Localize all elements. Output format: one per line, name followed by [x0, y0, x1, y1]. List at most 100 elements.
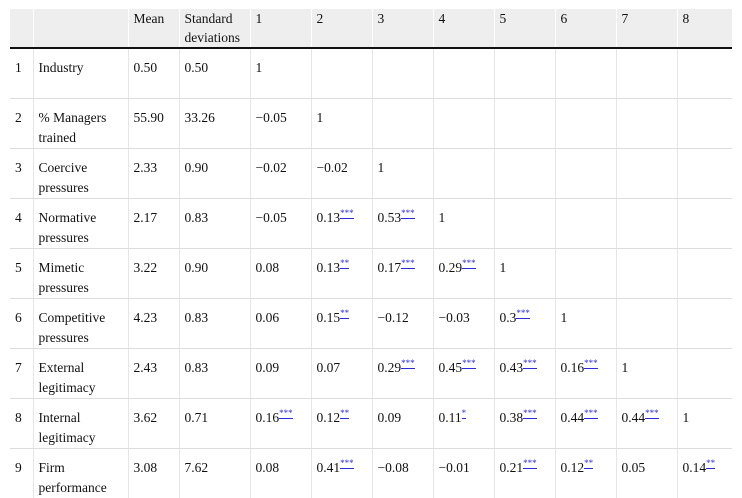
header-row: Mean Standard deviations 1 2 3 4 5 6 7 8 — [10, 9, 732, 49]
significance-link[interactable]: *** — [340, 208, 354, 219]
significance-link[interactable]: *** — [645, 408, 659, 419]
correlation-value: 0.09 — [255, 359, 280, 375]
correlation-value: 0.16 — [255, 409, 280, 425]
table-row: 5 Mimetic pressures 3.22 0.90 0.08 0.13** 0.17… — [10, 248, 732, 299]
correlation-value-wrap: −0.05 — [256, 210, 287, 225]
correlation-cell: −0.02 — [250, 148, 312, 199]
correlation-value-wrap: 0.38*** — [500, 408, 537, 425]
significance-link[interactable]: ** — [340, 408, 350, 419]
correlation-cell — [677, 298, 732, 349]
significance-link[interactable]: *** — [462, 358, 476, 369]
significance-link[interactable]: *** — [584, 408, 598, 419]
correlation-value-wrap: −0.03 — [439, 310, 470, 325]
row-number: 1 — [10, 48, 34, 99]
correlation-value-wrap: 0.12** — [317, 408, 350, 425]
correlation-value-wrap: 0.21*** — [499, 458, 537, 475]
row-number: 9 — [10, 448, 34, 498]
correlation-value: 1 — [560, 309, 568, 325]
correlation-value: 0.53 — [377, 209, 402, 225]
correlation-cell: 1 — [372, 148, 434, 199]
correlation-cell: 0.14** — [677, 448, 732, 498]
correlation-value-wrap: 0.14** — [683, 458, 716, 475]
correlation-cell: 0.12** — [311, 398, 373, 449]
correlation-cell: 0.41*** — [311, 448, 373, 498]
correlation-cell: −0.01 — [433, 448, 495, 498]
significance-link[interactable]: *** — [584, 358, 598, 369]
correlation-cell — [677, 248, 732, 299]
row-mean: 3.08 — [128, 448, 180, 498]
significance-link[interactable]: *** — [279, 408, 293, 419]
significance-link[interactable]: *** — [523, 358, 537, 369]
correlation-value: 0.05 — [621, 459, 646, 475]
table-body: 1 Industry 0.50 0.50 1 2% Managers trained 55.… — [10, 48, 732, 498]
correlation-value: −0.03 — [438, 309, 470, 325]
correlation-value-wrap: 1 — [378, 160, 385, 175]
correlation-value-wrap: 0.29*** — [439, 258, 476, 275]
correlation-cell: 0.09 — [372, 398, 434, 449]
correlation-cell: 1 — [555, 298, 617, 349]
correlation-cell — [555, 148, 617, 199]
correlation-cell — [433, 98, 495, 149]
table-row: 3 Coercive pressures 2.33 0.90 −0.02 −0.02 1 — [10, 148, 732, 199]
row-standard-deviation: 0.83 — [179, 298, 251, 349]
table-row: 2% Managers trained 55.90 33.26 −0.05 1 — [10, 98, 732, 149]
correlation-cell — [677, 148, 732, 199]
significance-link[interactable]: *** — [401, 258, 415, 269]
correlation-value-wrap: 1 — [439, 210, 446, 225]
row-standard-deviation: 0.50 — [179, 48, 251, 99]
correlation-cell — [616, 298, 678, 349]
correlation-cell: 1 — [433, 198, 495, 249]
header-col-3: 3 — [372, 9, 434, 49]
correlation-cell: 0.07 — [311, 348, 373, 399]
correlation-value: 0.09 — [377, 409, 402, 425]
significance-link[interactable]: *** — [401, 358, 415, 369]
header-col-2: 2 — [311, 9, 373, 49]
correlation-cell — [616, 248, 678, 299]
correlation-value-wrap: 0.07 — [317, 360, 341, 375]
significance-link[interactable]: *** — [401, 208, 415, 219]
correlation-value: 0.17 — [377, 259, 402, 275]
significance-link[interactable]: ** — [706, 458, 716, 469]
correlation-cell: 0.17*** — [372, 248, 434, 299]
correlation-cell — [677, 348, 732, 399]
significance-link[interactable]: * — [461, 408, 467, 419]
correlation-cell: 0.06 — [250, 298, 312, 349]
significance-link[interactable]: ** — [584, 458, 594, 469]
correlation-cell: 1 — [250, 48, 312, 99]
correlation-value: 0.3 — [499, 309, 517, 325]
correlation-cell: 1 — [616, 348, 678, 399]
correlation-value: 0.44 — [621, 409, 646, 425]
header-col-6: 6 — [555, 9, 617, 49]
correlation-value: 1 — [316, 109, 324, 125]
correlation-value: 0.41 — [316, 459, 341, 475]
correlation-cell: 0.05 — [616, 448, 678, 498]
row-standard-deviation: 0.83 — [179, 198, 251, 249]
correlation-cell: −0.05 — [250, 198, 312, 249]
significance-link[interactable]: *** — [523, 458, 537, 469]
significance-link[interactable]: *** — [516, 308, 530, 319]
row-number: 8 — [10, 398, 34, 449]
correlation-value-wrap: 1 — [683, 410, 690, 425]
row-variable-label: Normative pressures — [33, 198, 129, 249]
correlation-value-wrap: 0.09 — [256, 360, 280, 375]
correlation-cell: 0.3*** — [494, 298, 556, 349]
row-mean: 3.62 — [128, 398, 180, 449]
header-col-7: 7 — [616, 9, 678, 49]
correlation-cell — [555, 98, 617, 149]
correlation-value: 1 — [499, 259, 507, 275]
correlation-value: 0.21 — [499, 459, 524, 475]
correlation-value: 0.45 — [438, 359, 463, 375]
correlation-cell — [555, 248, 617, 299]
header-standard-deviations: Standard deviations — [179, 9, 251, 49]
significance-link[interactable]: *** — [340, 458, 354, 469]
correlation-value-wrap: 0.13** — [317, 258, 350, 275]
row-standard-deviation: 0.90 — [179, 148, 251, 199]
correlation-value-wrap: 0.12** — [561, 458, 594, 475]
correlation-value-wrap: 1 — [622, 360, 629, 375]
correlation-cell — [494, 48, 556, 99]
significance-link[interactable]: ** — [340, 258, 350, 269]
correlation-cell — [433, 48, 495, 99]
significance-link[interactable]: *** — [462, 258, 476, 269]
significance-link[interactable]: *** — [523, 408, 537, 419]
significance-link[interactable]: ** — [340, 308, 350, 319]
